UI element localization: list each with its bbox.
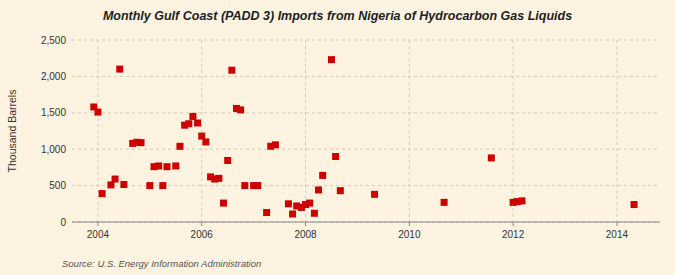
point — [371, 191, 378, 198]
y-axis-label: Thousand Barrels — [6, 90, 18, 173]
point — [146, 182, 153, 189]
point — [488, 154, 495, 161]
x-grid-line — [409, 40, 410, 222]
y-tick-label: 2,000 — [41, 71, 66, 82]
x-tick-label: 2014 — [606, 229, 629, 240]
y-tick-label: 500 — [49, 180, 66, 191]
point — [263, 209, 270, 216]
x-tick — [201, 222, 202, 226]
x-tick-label: 2006 — [191, 229, 214, 240]
point — [185, 120, 192, 127]
point — [120, 181, 127, 188]
point — [337, 187, 344, 194]
y-grid-line — [72, 112, 660, 113]
point — [631, 201, 638, 208]
y-tick-label: 2,500 — [41, 35, 66, 46]
x-axis-line — [72, 222, 660, 223]
points — [90, 56, 637, 217]
point — [306, 200, 313, 207]
point — [194, 119, 201, 126]
x-grid-line — [305, 40, 306, 222]
point — [116, 66, 123, 73]
point — [289, 210, 296, 217]
point — [155, 162, 162, 169]
y-tick-label: 0 — [60, 217, 66, 228]
point — [241, 182, 248, 189]
point — [94, 109, 101, 116]
x-tick-label: 2004 — [87, 229, 110, 240]
grid — [72, 40, 660, 222]
x-grid-line — [97, 40, 98, 222]
point — [441, 199, 448, 206]
y-grid-line — [72, 222, 660, 223]
point — [319, 172, 326, 179]
point — [237, 106, 244, 113]
x-tick-label: 2008 — [294, 229, 317, 240]
y-grid-line — [72, 149, 660, 150]
chart: 0 500 1,000 1,500 2,000 2,500 2004 2006 2008 2010… — [0, 0, 675, 275]
point — [518, 197, 525, 204]
y-grid-line — [72, 40, 660, 41]
point — [112, 176, 119, 183]
x-tick — [305, 222, 306, 226]
point — [202, 138, 209, 145]
x-tick — [513, 222, 514, 226]
x-tick — [616, 222, 617, 226]
point — [138, 139, 145, 146]
x-tick — [409, 222, 410, 226]
point — [159, 182, 166, 189]
point — [272, 141, 279, 148]
x-grid-line — [513, 40, 514, 222]
point — [189, 113, 196, 120]
source: Source: U.S. Energy Information Administ… — [62, 258, 261, 269]
point — [220, 200, 227, 207]
x-tick-label: 2012 — [502, 229, 525, 240]
point — [99, 190, 106, 197]
point — [228, 67, 235, 74]
point — [254, 182, 261, 189]
point — [285, 200, 292, 207]
x-grid-line — [201, 40, 202, 222]
x-grid-line — [616, 40, 617, 222]
point — [224, 157, 231, 164]
point — [215, 175, 222, 182]
title: Monthly Gulf Coast (PADD 3) Imports from… — [103, 9, 572, 23]
point — [315, 186, 322, 193]
point — [328, 56, 335, 63]
point — [176, 143, 183, 150]
point — [311, 210, 318, 217]
y-grid-line — [72, 76, 660, 77]
y-tick-label: 1,000 — [41, 144, 66, 155]
point — [332, 153, 339, 160]
y-tick-label: 1,500 — [41, 107, 66, 118]
point — [172, 162, 179, 169]
x-tick — [97, 222, 98, 226]
axes: 0 500 1,000 1,500 2,000 2,500 2004 2006 2008 2010… — [41, 35, 660, 241]
x-tick-label: 2010 — [398, 229, 421, 240]
point — [163, 163, 170, 170]
